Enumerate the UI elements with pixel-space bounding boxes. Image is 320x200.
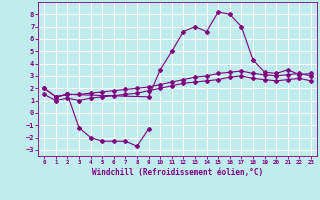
X-axis label: Windchill (Refroidissement éolien,°C): Windchill (Refroidissement éolien,°C)	[92, 168, 263, 177]
